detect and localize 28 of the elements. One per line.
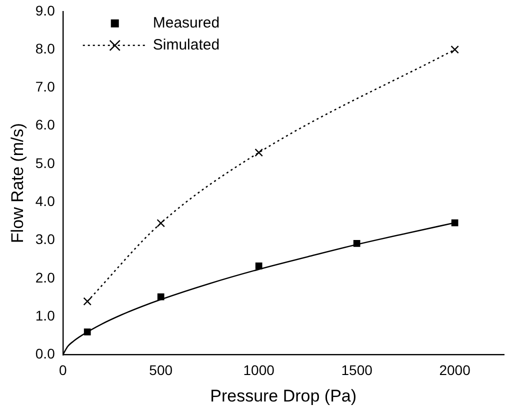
y-tick-label: 2.0 (35, 269, 56, 286)
y-tick-label: 3.0 (35, 231, 56, 248)
point (157, 293, 164, 300)
point (254, 148, 263, 157)
point (84, 328, 91, 336)
y-tick-label: 6.0 (35, 116, 56, 133)
y-tick-label: 1.0 (35, 308, 56, 324)
point (83, 297, 92, 306)
x-tick-label: 2000 (439, 362, 471, 378)
x-axis-title: Pressure Drop (Pa) (210, 386, 357, 406)
x-tick-label: 0 (58, 362, 67, 378)
y-tick-label: 4.0 (35, 193, 56, 210)
point (450, 45, 459, 54)
y-tick-label: 7.0 (35, 78, 56, 95)
point (451, 219, 458, 226)
x-tick-label: 1000 (243, 362, 275, 378)
y-tick-label: 0.0 (35, 346, 56, 362)
point (156, 219, 165, 228)
x-tick-label: 500 (149, 362, 173, 378)
x-tick-label: 1500 (341, 362, 373, 378)
legend-label: Measured (152, 14, 220, 32)
legend-label: Simulated (152, 36, 220, 54)
y-axis-title: Flow Rate (m/s) (8, 123, 27, 244)
point (353, 240, 360, 247)
point (255, 262, 262, 270)
y-tick-label: 5.0 (35, 154, 56, 171)
y-tick-label: 8.0 (35, 40, 56, 56)
y-tick-label: 9.0 (35, 2, 56, 18)
